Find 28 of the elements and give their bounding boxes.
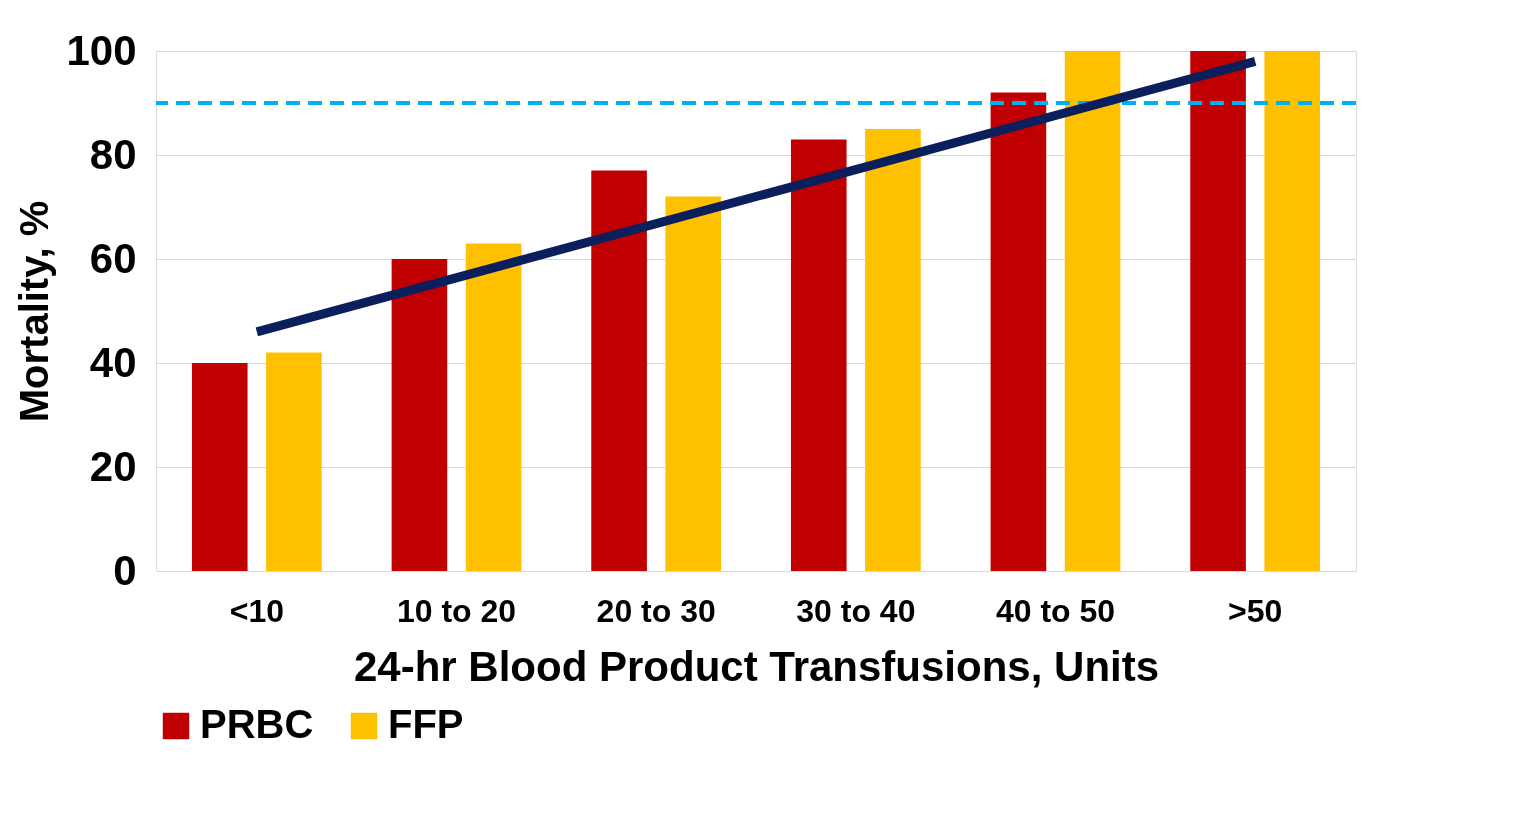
- x-tick-label: <10: [229, 592, 284, 629]
- y-axis-title: Mortality, %: [12, 200, 57, 423]
- x-tick-label: >50: [1228, 592, 1283, 629]
- bar: [465, 243, 522, 571]
- bar: [391, 259, 448, 571]
- bar: [266, 352, 322, 571]
- bar: [990, 92, 1047, 571]
- x-tick-label: 40 to 50: [995, 592, 1116, 629]
- y-tick-label: 20: [89, 442, 137, 490]
- bar: [1264, 51, 1321, 571]
- legend-label: FFP: [388, 702, 464, 746]
- bar: [1190, 51, 1246, 571]
- y-tick-label: 100: [66, 26, 137, 74]
- x-axis-title: 24-hr Blood Product Transfusions, Units: [353, 642, 1160, 690]
- bar: [591, 170, 647, 571]
- y-tick-label: 60: [89, 234, 137, 282]
- legend-label: PRBC: [200, 702, 314, 746]
- x-tick-label: 30 to 40: [796, 592, 916, 629]
- bar: [1064, 51, 1121, 571]
- bar: [865, 129, 921, 571]
- y-tick-label: 40: [89, 338, 137, 386]
- y-tick-label: 80: [89, 130, 137, 178]
- x-tick-label: 20 to 30: [596, 592, 716, 629]
- y-tick-label: 0: [113, 546, 137, 594]
- bar: [191, 363, 248, 571]
- bar: [790, 139, 847, 571]
- bar: [665, 196, 722, 571]
- x-tick-label: 10 to 20: [396, 592, 517, 629]
